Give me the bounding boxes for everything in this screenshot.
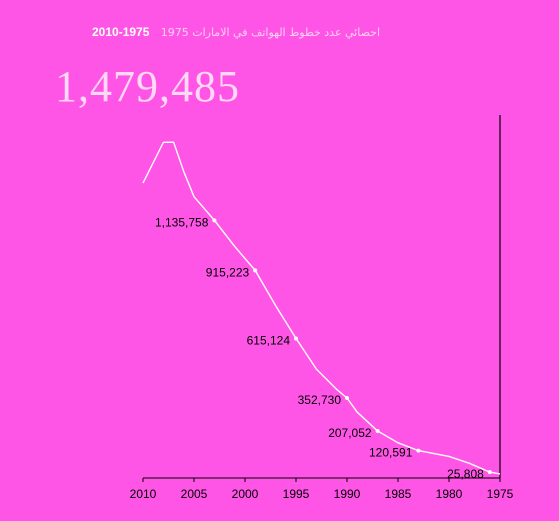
data-label: 352,730	[298, 393, 342, 407]
data-point	[416, 448, 421, 453]
data-point	[212, 218, 217, 223]
data-label: 615,124	[247, 333, 291, 347]
peak-value-label: 1,479,485	[55, 62, 240, 111]
data-point	[375, 429, 380, 434]
data-label: 207,052	[328, 426, 372, 440]
data-label: 120,591	[369, 446, 413, 460]
x-tick-label: 1980	[436, 487, 463, 501]
data-label: 25,808	[447, 467, 484, 481]
data-point	[487, 470, 492, 475]
data-label: 1,135,758	[155, 215, 209, 229]
data-point	[294, 336, 298, 341]
chart-title: 2010-1975 احصائي عدد خطوط الهواتف في الا…	[92, 22, 512, 42]
data-label: 915,223	[206, 265, 250, 279]
data-point	[253, 268, 258, 273]
chart-title-arabic: احصائي عدد خطوط الهواتف في الامارات 1975	[160, 26, 380, 39]
x-tick-label: 2005	[181, 487, 208, 501]
x-tick-label: 2000	[232, 487, 259, 501]
chart-title-years: 2010-1975	[92, 25, 150, 39]
x-tick-label: 1975	[487, 487, 514, 501]
x-tick-label: 1985	[385, 487, 412, 501]
x-tick-label: 1990	[334, 487, 361, 501]
x-tick-label: 1995	[283, 487, 310, 501]
data-point	[345, 395, 349, 400]
x-tick-label: 2010	[130, 487, 157, 501]
series-line	[142, 141, 501, 475]
